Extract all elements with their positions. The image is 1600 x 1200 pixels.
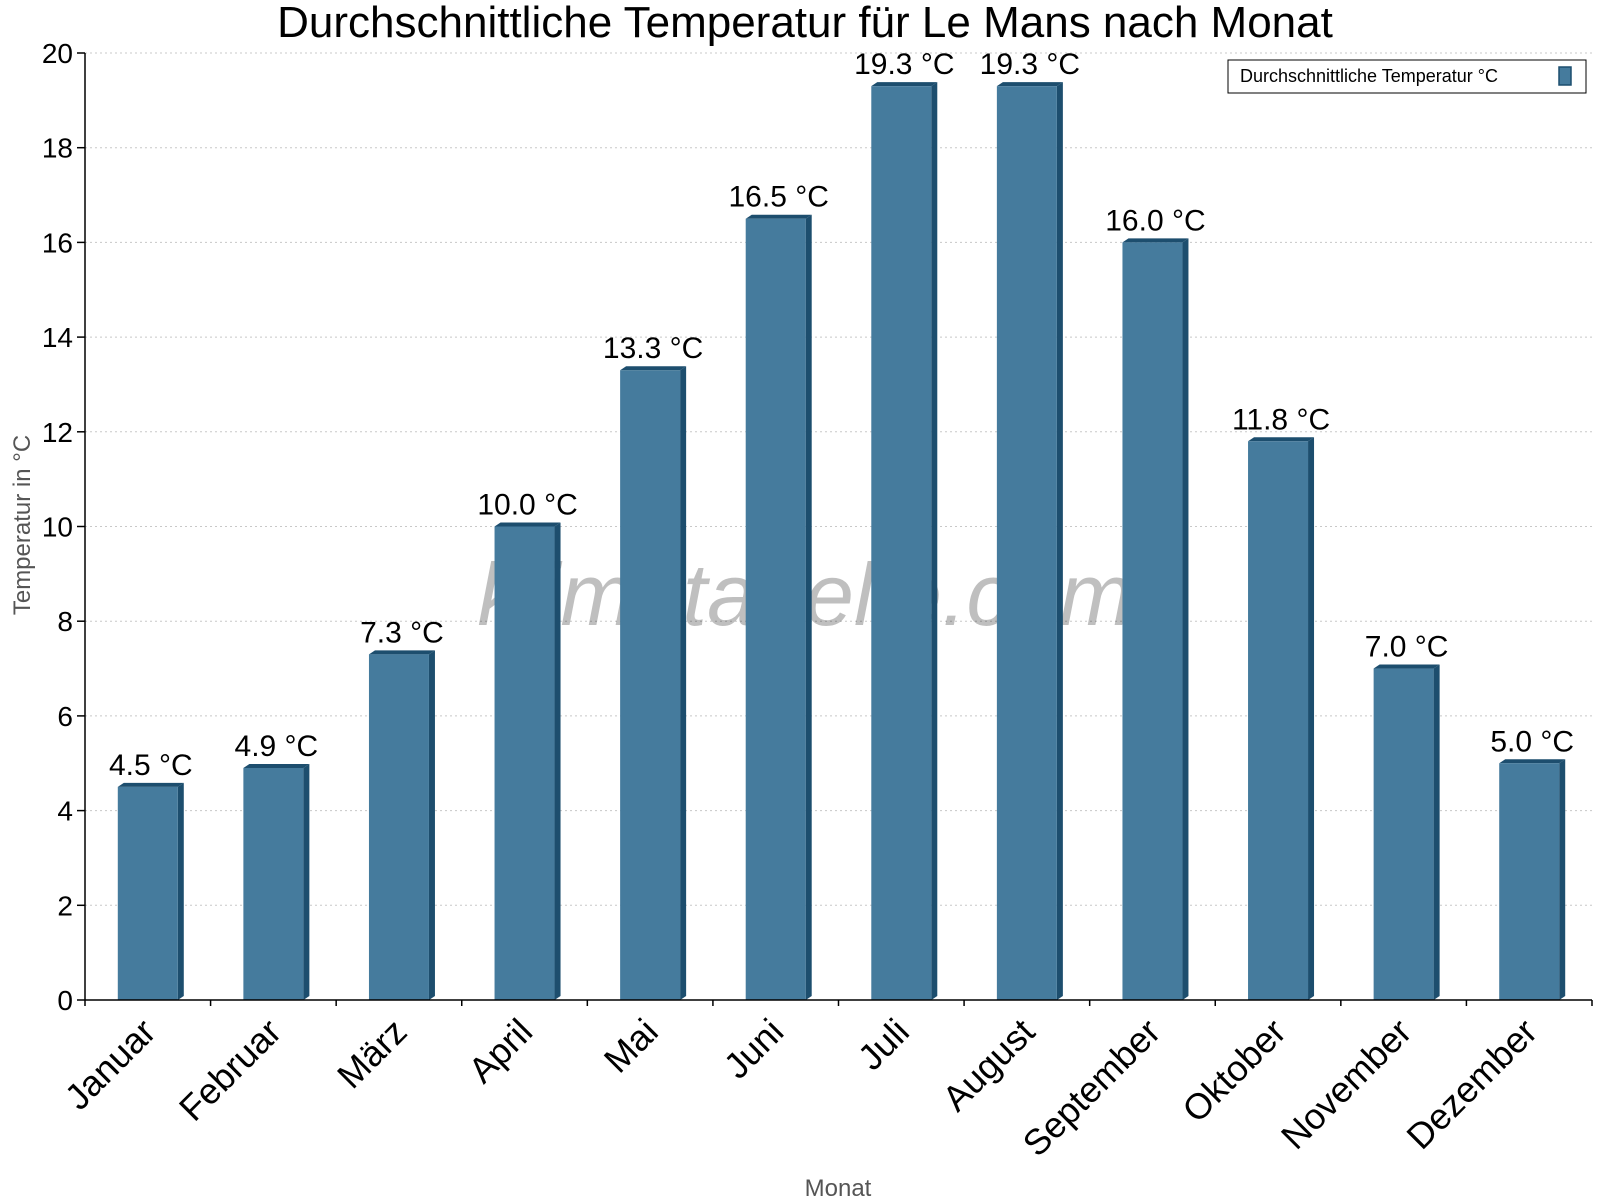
bar-top [871,82,938,87]
data-label: 5.0 °C [1490,725,1574,758]
x-axis-label: Monat [805,1175,872,1200]
y-tick-label: 18 [42,133,73,164]
bars [117,82,1566,1001]
data-label: 7.0 °C [1365,631,1449,664]
x-tick-labels: Januar Februar März April Mai Juni Juli AugustS… [57,1011,1545,1165]
gridlines [85,52,1592,906]
bar [243,767,304,1000]
bar-top [1122,238,1189,243]
bar-top [996,82,1063,87]
bar-side [1308,437,1315,1000]
y-tick-label: 2 [57,890,73,921]
bar-top [117,782,184,787]
x-tick-label: Juli [850,1011,917,1078]
y-tick-labels: 0 2 4 6 8 10 12 14 16 18 20 [42,38,73,1016]
x-tick-label: September [1015,1011,1169,1165]
data-label: 16.5 °C [729,181,829,214]
bar [117,786,178,1000]
y-tick-label: 0 [57,985,73,1016]
bar-side [303,763,310,1000]
x-tick-label: Dezember [1398,1011,1544,1157]
bar-side [554,522,561,1000]
data-labels: 4.5 °C 4.9 °C 7.3 °C 10.0 °C 13.3 °C 16.5 °C 1… [109,48,1574,782]
bar-top [243,763,310,768]
bar-top [494,522,561,527]
bar-side [1559,759,1566,1000]
bar [996,86,1057,1000]
axes [77,52,1593,1006]
bar [745,218,806,1001]
y-tick-label: 6 [57,701,73,732]
legend-box [1227,59,1587,94]
bar [871,86,932,1000]
y-tick-label: 8 [57,606,73,637]
bar-top [1499,759,1566,764]
data-label: 7.3 °C [360,616,444,649]
bar-side [931,82,938,1000]
bar-top [368,650,435,655]
x-tick-label: November [1273,1011,1419,1157]
x-tick-label: Februar [171,1011,289,1129]
chart-title: Durchschnittliche Temperatur für Le Mans… [277,0,1333,47]
y-tick-label: 4 [57,796,73,827]
y-tick-label: 20 [42,38,73,69]
x-tick-label: Mai [596,1011,666,1081]
bar-top [745,214,812,219]
data-label: 13.3 °C [603,332,703,365]
x-tick-label: April [460,1011,540,1091]
bar [1373,668,1434,1000]
legend-swatch [1558,66,1572,86]
bar-side [428,650,435,1000]
bar-side [1056,82,1063,1000]
bar-side [1433,664,1440,1000]
data-label: 19.3 °C [854,48,954,81]
y-axis-label: Temperatur in °C [9,435,36,615]
data-label: 16.0 °C [1105,204,1205,237]
bar [494,526,555,1000]
data-label: 19.3 °C [980,48,1080,81]
data-label: 4.9 °C [235,730,319,763]
legend-label: Durchschnittliche Temperatur °C [1240,66,1498,86]
data-label: 4.5 °C [109,749,193,782]
bar-side [805,214,812,1001]
x-tick-label: Januar [57,1011,164,1118]
bar-top [620,366,687,371]
bar-side [177,782,184,1000]
x-tick-label: Juni [716,1011,792,1087]
bar-side [1182,238,1189,1000]
bar [1248,441,1309,1000]
bar [1499,763,1560,1000]
bar-top [1373,664,1440,669]
data-label: 10.0 °C [477,489,577,522]
x-tick-label: März [329,1011,415,1097]
bar [620,370,681,1000]
y-tick-label: 10 [42,512,73,543]
data-label: 11.8 °C [1232,403,1330,436]
y-tick-label: 16 [42,227,73,258]
x-tick-label: August [934,1011,1042,1119]
y-tick-label: 12 [42,417,73,448]
bar-top [1248,437,1315,442]
bar-side [680,366,687,1000]
y-tick-label: 14 [42,322,73,353]
x-tick-label: Oktober [1174,1011,1294,1131]
bar [368,654,429,1000]
legend: Durchschnittliche Temperatur °C [1227,59,1587,94]
bar [1122,242,1183,1000]
